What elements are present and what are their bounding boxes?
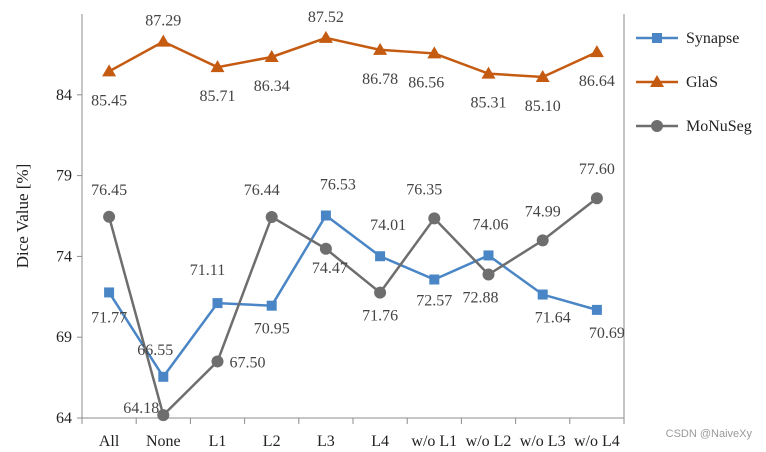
synapse-point bbox=[429, 274, 440, 285]
glas-legend-label: GlaS bbox=[686, 74, 718, 91]
monuseg-data-label: 76.45 bbox=[91, 182, 127, 199]
y-axis-ticks: 64 69 74 79 84 bbox=[56, 87, 82, 427]
x-tick-label: w/o L3 bbox=[520, 433, 566, 450]
glas-line bbox=[108, 36, 598, 79]
glas-data-label: 85.10 bbox=[525, 98, 561, 115]
monuseg-point bbox=[374, 286, 387, 299]
glas-data-label: 86.78 bbox=[362, 71, 398, 88]
monuseg-point bbox=[103, 210, 116, 223]
series-group bbox=[102, 30, 604, 422]
y-tick-label: 84 bbox=[56, 87, 72, 104]
glas-legend-marker bbox=[650, 75, 664, 87]
monuseg-data-label: 77.60 bbox=[579, 161, 615, 178]
monuseg-legend-marker bbox=[651, 120, 663, 132]
glas-data-label: 85.31 bbox=[471, 95, 507, 112]
glas-data-label: 86.56 bbox=[408, 74, 444, 91]
monuseg-data-label: 64.18 bbox=[123, 400, 159, 417]
y-tick-label: 79 bbox=[56, 168, 72, 185]
x-tick-label: w/o L2 bbox=[466, 433, 512, 450]
synapse-legend-marker bbox=[652, 33, 662, 43]
data-labels: 71.77 66.55 71.11 70.95 76.53 74.01 72.57 74.06… bbox=[91, 9, 625, 417]
y-tick-label: 74 bbox=[56, 248, 72, 265]
synapse-point bbox=[591, 304, 602, 315]
synapse-data-label: 70.69 bbox=[589, 325, 625, 342]
glas-point bbox=[373, 42, 388, 55]
monuseg-data-label: 74.47 bbox=[312, 260, 348, 277]
synapse-line bbox=[108, 213, 598, 379]
synapse-data-label: 66.55 bbox=[137, 342, 173, 359]
synapse-point bbox=[212, 298, 223, 309]
x-tick-label: w/o L4 bbox=[574, 433, 620, 450]
synapse-point bbox=[537, 289, 548, 300]
glas-data-label: 87.52 bbox=[308, 9, 344, 26]
monuseg-data-label: 71.76 bbox=[362, 308, 398, 325]
monuseg-legend-label: MoNuSeg bbox=[686, 118, 752, 135]
glas-point bbox=[102, 64, 117, 77]
glas-point bbox=[156, 34, 171, 47]
monuseg-point bbox=[157, 409, 170, 422]
monuseg-data-label: 76.44 bbox=[244, 182, 280, 199]
monuseg-line bbox=[107, 197, 598, 418]
glas-data-label: 86.64 bbox=[579, 73, 615, 90]
glas-point bbox=[264, 49, 279, 62]
synapse-data-label: 70.95 bbox=[254, 321, 290, 338]
watermark: CSDN @NaiveXy bbox=[665, 428, 752, 440]
x-tick-label: L4 bbox=[371, 433, 389, 450]
monuseg-point bbox=[265, 210, 278, 223]
x-tick-label: None bbox=[146, 433, 181, 450]
x-tick-label: w/o L1 bbox=[411, 433, 457, 450]
y-tick-label: 64 bbox=[56, 410, 72, 427]
monuseg-point bbox=[590, 192, 603, 205]
synapse-point bbox=[320, 210, 331, 221]
glas-point bbox=[427, 46, 442, 59]
x-tick-label: L3 bbox=[317, 433, 335, 450]
glas-point bbox=[318, 30, 333, 43]
synapse-data-label: 74.01 bbox=[370, 217, 406, 234]
monuseg-point bbox=[428, 212, 441, 225]
y-tick-label: 69 bbox=[56, 329, 72, 346]
monuseg-data-label: 72.88 bbox=[463, 289, 499, 306]
synapse-data-label: 76.53 bbox=[320, 177, 356, 194]
monuseg-point bbox=[482, 268, 495, 281]
monuseg-data-label: 76.35 bbox=[406, 181, 442, 198]
synapse-data-label: 71.64 bbox=[535, 310, 571, 327]
x-axis-ticks: All None L1 L2 L3 L4 w/o L1 w/o L2 w/o L3 w/o L4 bbox=[81, 418, 625, 450]
synapse-point bbox=[483, 250, 494, 261]
synapse-point bbox=[375, 251, 386, 262]
synapse-legend-label: Synapse bbox=[686, 30, 739, 47]
glas-data-label: 86.34 bbox=[254, 78, 290, 95]
x-tick-label: All bbox=[99, 433, 120, 450]
monuseg-point bbox=[319, 242, 332, 255]
y-axis-title: Dice Value [%] bbox=[13, 164, 32, 268]
synapse-data-label: 71.77 bbox=[91, 309, 127, 326]
glas-data-label: 87.29 bbox=[145, 13, 181, 30]
glas-point bbox=[589, 45, 604, 58]
glas-data-label: 85.71 bbox=[200, 88, 236, 105]
synapse-data-label: 72.57 bbox=[416, 293, 452, 310]
monuseg-point bbox=[211, 355, 224, 368]
x-tick-label: L2 bbox=[263, 433, 281, 450]
monuseg-data-label: 67.50 bbox=[230, 354, 266, 371]
x-tick-label: L1 bbox=[209, 433, 227, 450]
synapse-data-label: 71.11 bbox=[190, 262, 225, 279]
synapse-data-label: 74.06 bbox=[473, 216, 509, 233]
glas-point bbox=[210, 60, 225, 73]
glas-data-label: 85.45 bbox=[91, 92, 127, 109]
legend: Synapse GlaS MoNuSeg bbox=[636, 30, 752, 135]
synapse-point bbox=[266, 300, 277, 311]
glas-point bbox=[535, 70, 550, 83]
monuseg-point bbox=[536, 234, 549, 247]
glas-point bbox=[481, 66, 496, 79]
synapse-point bbox=[158, 371, 169, 382]
monuseg-data-label: 74.99 bbox=[525, 203, 561, 220]
synapse-point bbox=[104, 287, 115, 298]
